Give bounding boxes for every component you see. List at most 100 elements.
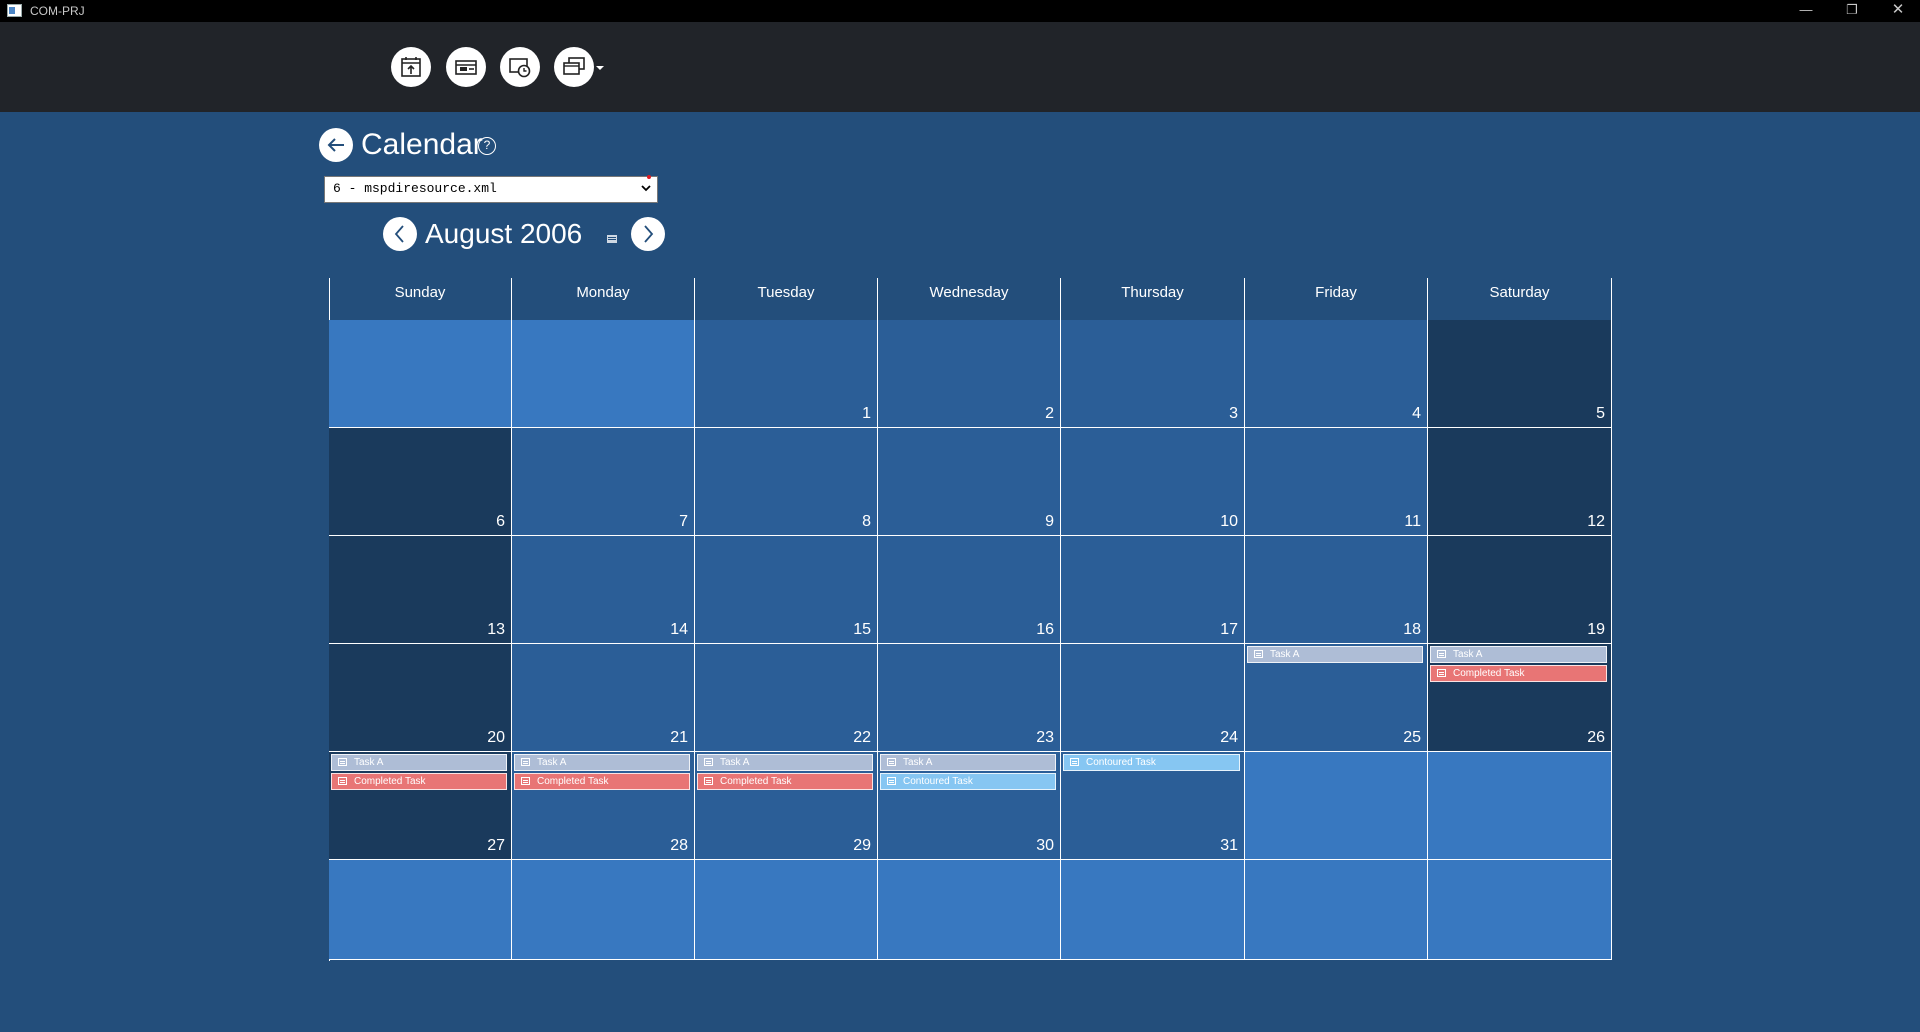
day-cell-24[interactable]: 24	[1061, 644, 1245, 752]
weekday-header-saturday: Saturday	[1428, 278, 1612, 320]
task-item[interactable]: Task A	[697, 754, 873, 771]
day-number: 23	[1036, 729, 1054, 746]
day-cell-19[interactable]: 19	[1428, 536, 1612, 644]
day-number: 20	[487, 729, 505, 746]
day-number: 16	[1036, 621, 1054, 638]
task-icon	[887, 758, 896, 766]
day-cell-29[interactable]: Task A Completed Task 29	[695, 752, 878, 860]
day-cell-1[interactable]: 1	[695, 320, 878, 428]
task-icon	[338, 758, 347, 766]
task-label: Task A	[903, 757, 933, 768]
day-cell-7[interactable]: 7	[512, 428, 695, 536]
day-cell-4[interactable]: 4	[1245, 320, 1428, 428]
dropdown-caret-icon[interactable]	[596, 66, 604, 70]
month-picker-icon[interactable]	[607, 235, 617, 243]
day-cell-26[interactable]: Task A Completed Task 26	[1428, 644, 1612, 752]
day-cell-9[interactable]: 9	[878, 428, 1061, 536]
task-item[interactable]: Completed Task	[331, 773, 507, 790]
resource-select-value: 6 - mspdiresource.xml	[333, 181, 497, 196]
day-number: 7	[679, 513, 688, 530]
day-cell-12[interactable]: 12	[1428, 428, 1612, 536]
day-number: 10	[1220, 513, 1238, 530]
title-bar: COM-PRJ — ❐ ✕	[0, 0, 1920, 22]
empty-day-cell[interactable]	[1061, 860, 1245, 960]
minimize-button[interactable]: —	[1799, 2, 1813, 17]
task-item[interactable]: Task A	[880, 754, 1056, 771]
empty-day-cell[interactable]	[695, 860, 878, 960]
task-label: Task A	[1453, 649, 1483, 660]
next-month-button[interactable]	[631, 217, 665, 251]
empty-day-cell[interactable]	[1245, 860, 1428, 960]
day-number: 1	[862, 405, 871, 422]
task-icon	[1254, 650, 1263, 658]
page-title: Calendar	[361, 128, 483, 161]
day-number: 5	[1596, 405, 1605, 422]
day-cell-3[interactable]: 3	[1061, 320, 1245, 428]
day-cell-30[interactable]: Task A Contoured Task 30	[878, 752, 1061, 860]
day-cell-22[interactable]: 22	[695, 644, 878, 752]
calendar-upload-button[interactable]	[391, 47, 431, 87]
weekday-header-row: Sunday Monday Tuesday Wednesday Thursday Frid…	[329, 278, 1612, 320]
previous-month-button[interactable]	[383, 217, 417, 251]
weekday-header-monday: Monday	[512, 278, 695, 320]
task-item[interactable]: Completed Task	[514, 773, 690, 790]
day-cell-16[interactable]: 16	[878, 536, 1061, 644]
empty-day-cell[interactable]	[329, 860, 512, 960]
resource-select[interactable]: 6 - mspdiresource.xml	[324, 175, 658, 203]
day-cell-2[interactable]: 2	[878, 320, 1061, 428]
back-button[interactable]	[319, 128, 353, 162]
window-title: COM-PRJ	[30, 4, 85, 18]
day-cell-5[interactable]: 5	[1428, 320, 1612, 428]
weekday-header-tuesday: Tuesday	[695, 278, 878, 320]
empty-day-cell[interactable]	[878, 860, 1061, 960]
task-label: Task A	[354, 757, 384, 768]
empty-day-cell[interactable]	[1428, 752, 1612, 860]
resource-sheet-button[interactable]	[446, 47, 486, 87]
empty-day-cell[interactable]	[512, 860, 695, 960]
windows-icon	[563, 57, 585, 75]
maximize-button[interactable]: ❐	[1846, 2, 1858, 17]
task-label: Task A	[537, 757, 567, 768]
task-icon	[704, 758, 713, 766]
day-cell-11[interactable]: 11	[1245, 428, 1428, 536]
weekday-header-wednesday: Wednesday	[878, 278, 1061, 320]
empty-day-cell[interactable]	[329, 320, 512, 428]
day-cell-8[interactable]: 8	[695, 428, 878, 536]
timeline-button[interactable]	[500, 47, 540, 87]
day-cell-28[interactable]: Task A Completed Task 28	[512, 752, 695, 860]
empty-day-cell[interactable]	[1245, 752, 1428, 860]
task-icon	[521, 758, 530, 766]
day-cell-18[interactable]: 18	[1245, 536, 1428, 644]
day-cell-23[interactable]: 23	[878, 644, 1061, 752]
close-button[interactable]: ✕	[1891, 1, 1905, 18]
day-number: 30	[1036, 837, 1054, 854]
day-cell-21[interactable]: 21	[512, 644, 695, 752]
task-item[interactable]: Contoured Task	[1063, 754, 1240, 771]
empty-day-cell[interactable]	[1428, 860, 1612, 960]
task-item[interactable]: Contoured Task	[880, 773, 1056, 790]
task-item[interactable]: Task A	[514, 754, 690, 771]
task-item[interactable]: Task A	[1430, 646, 1607, 663]
day-cell-27[interactable]: Task A Completed Task 27	[329, 752, 512, 860]
empty-day-cell[interactable]	[512, 320, 695, 428]
day-cell-17[interactable]: 17	[1061, 536, 1245, 644]
day-cell-15[interactable]: 15	[695, 536, 878, 644]
day-cell-13[interactable]: 13	[329, 536, 512, 644]
day-number: 17	[1220, 621, 1238, 638]
day-number: 8	[862, 513, 871, 530]
day-cell-6[interactable]: 6	[329, 428, 512, 536]
task-item[interactable]: Task A	[331, 754, 507, 771]
day-cell-25[interactable]: Task A 25	[1245, 644, 1428, 752]
day-cell-20[interactable]: 20	[329, 644, 512, 752]
calendar-upload-icon	[401, 57, 421, 77]
day-cell-14[interactable]: 14	[512, 536, 695, 644]
required-indicator	[647, 175, 651, 179]
task-item[interactable]: Task A	[1247, 646, 1423, 663]
task-icon	[1070, 758, 1079, 766]
task-item[interactable]: Completed Task	[1430, 665, 1607, 682]
task-item[interactable]: Completed Task	[697, 773, 873, 790]
help-icon[interactable]: ?	[478, 137, 496, 155]
day-cell-31[interactable]: Contoured Task 31	[1061, 752, 1245, 860]
views-menu-button[interactable]	[554, 47, 594, 87]
day-cell-10[interactable]: 10	[1061, 428, 1245, 536]
